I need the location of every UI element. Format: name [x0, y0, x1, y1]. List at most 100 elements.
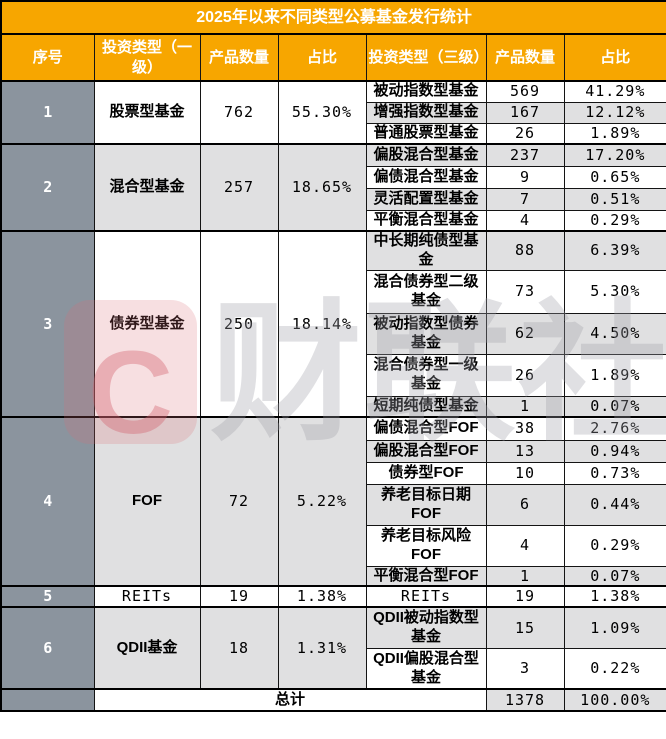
count3-cell: 10 [485, 461, 565, 485]
type3-cell: 偏股混合型FOF [365, 439, 487, 463]
seq-cell: 3 [0, 230, 95, 418]
pct1-cell: 55.30% [277, 80, 367, 145]
count1-cell: 72 [199, 415, 279, 587]
pct3-cell: 5.30% [563, 269, 666, 314]
type3-cell: REITs [365, 585, 487, 608]
pct3-cell: 0.07% [563, 395, 666, 418]
count3-cell: 1 [485, 565, 565, 587]
pct3-cell: 0.51% [563, 187, 666, 211]
type1-cell: REITs [93, 585, 201, 608]
col-header-type-level3: 投资类型（三级） [365, 33, 487, 82]
type3-cell: 中长期纯债型基金 [365, 230, 487, 271]
type3-cell: QDII被动指数型基金 [365, 606, 487, 649]
type3-cell: 养老目标风险FOF [365, 524, 487, 567]
pct1-cell: 18.65% [277, 143, 367, 232]
type1-cell: FOF [93, 415, 201, 587]
table-title: 2025年以来不同类型公募基金发行统计 [0, 0, 666, 35]
type1-cell: 混合型基金 [93, 143, 201, 232]
count3-cell: 7 [485, 187, 565, 211]
type3-cell: 短期纯债型基金 [365, 395, 487, 418]
count3-cell: 4 [485, 524, 565, 567]
pct3-cell: 0.07% [563, 565, 666, 587]
seq-cell: 2 [0, 143, 95, 232]
count3-cell: 1 [485, 395, 565, 418]
count3-cell: 167 [485, 101, 565, 124]
pct3-cell: 0.73% [563, 461, 666, 485]
total-seq-cell [0, 688, 95, 712]
count3-cell: 569 [485, 80, 565, 103]
count3-cell: 6 [485, 483, 565, 526]
type3-cell: 偏债混合型基金 [365, 165, 487, 189]
type3-cell: 偏债混合型FOF [365, 416, 487, 441]
col-header-pct-level1: 占比 [277, 33, 367, 82]
type3-cell: 普通股票型基金 [365, 122, 487, 145]
col-header-type-level1: 投资类型（一级） [93, 33, 201, 82]
seq-cell: 4 [0, 415, 95, 587]
pct3-cell: 1.38% [563, 585, 666, 608]
type3-cell: 平衡混合型FOF [365, 565, 487, 587]
type3-cell: 平衡混合型基金 [365, 209, 487, 232]
pct1-cell: 1.31% [277, 606, 367, 690]
pct3-cell: 0.44% [563, 483, 666, 526]
type3-cell: QDII偏股混合型基金 [365, 647, 487, 690]
pct3-cell: 0.29% [563, 524, 666, 567]
pct3-cell: 0.22% [563, 647, 666, 690]
type3-cell: 增强指数型基金 [365, 101, 487, 124]
pct3-cell: 4.50% [563, 312, 666, 355]
count3-cell: 88 [485, 230, 565, 271]
pct3-cell: 0.29% [563, 209, 666, 232]
type3-cell: 偏股混合型基金 [365, 143, 487, 167]
count1-cell: 18 [199, 606, 279, 690]
count3-cell: 3 [485, 647, 565, 690]
pct3-cell: 1.89% [563, 122, 666, 145]
count3-cell: 62 [485, 312, 565, 355]
pct3-cell: 0.94% [563, 439, 666, 463]
count3-cell: 38 [485, 416, 565, 441]
pct3-cell: 2.76% [563, 416, 666, 441]
pct3-cell: 1.89% [563, 353, 666, 397]
count3-cell: 19 [485, 585, 565, 608]
pct3-cell: 6.39% [563, 230, 666, 271]
count1-cell: 257 [199, 143, 279, 232]
count3-cell: 13 [485, 439, 565, 463]
pct1-cell: 1.38% [277, 585, 367, 608]
seq-cell: 1 [0, 80, 95, 145]
pct3-cell: 1.09% [563, 606, 666, 649]
col-header-count-level3: 产品数量 [485, 33, 565, 82]
count3-cell: 237 [485, 143, 565, 167]
col-header-seq: 序号 [0, 33, 95, 82]
pct1-cell: 5.22% [277, 415, 367, 587]
type3-cell: 混合债券型一级基金 [365, 353, 487, 397]
count3-cell: 4 [485, 209, 565, 232]
pct1-cell: 18.14% [277, 230, 367, 418]
seq-cell: 5 [0, 585, 95, 608]
total-count-cell: 1378 [485, 688, 565, 712]
total-pct-cell: 100.00% [563, 688, 666, 712]
count1-cell: 19 [199, 585, 279, 608]
count1-cell: 762 [199, 80, 279, 145]
type3-cell: 债券型FOF [365, 461, 487, 485]
count3-cell: 26 [485, 122, 565, 145]
count1-cell: 250 [199, 230, 279, 418]
count3-cell: 9 [485, 165, 565, 189]
col-header-count-level1: 产品数量 [199, 33, 279, 82]
type3-cell: 灵活配置型基金 [365, 187, 487, 211]
type3-cell: 混合债券型二级基金 [365, 269, 487, 314]
type3-cell: 养老目标日期FOF [365, 483, 487, 526]
col-header-pct-level3: 占比 [563, 33, 666, 82]
pct3-cell: 41.29% [563, 80, 666, 103]
pct3-cell: 12.12% [563, 101, 666, 124]
type3-cell: 被动指数型基金 [365, 80, 487, 103]
type1-cell: QDII基金 [93, 606, 201, 690]
count3-cell: 73 [485, 269, 565, 314]
pct3-cell: 17.20% [563, 143, 666, 167]
count3-cell: 15 [485, 606, 565, 649]
type3-cell: 被动指数型债券基金 [365, 312, 487, 355]
total-label-cell: 总计 [93, 688, 487, 712]
type1-cell: 股票型基金 [93, 80, 201, 145]
count3-cell: 26 [485, 353, 565, 397]
seq-cell: 6 [0, 606, 95, 690]
fund-issuance-table: 2025年以来不同类型公募基金发行统计 序号 投资类型（一级） 产品数量 占比 … [0, 0, 666, 713]
pct3-cell: 0.65% [563, 165, 666, 189]
type1-cell: 债券型基金 [93, 230, 201, 418]
